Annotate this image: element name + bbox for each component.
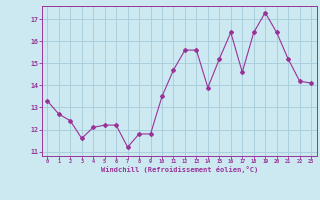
X-axis label: Windchill (Refroidissement éolien,°C): Windchill (Refroidissement éolien,°C) <box>100 166 258 173</box>
